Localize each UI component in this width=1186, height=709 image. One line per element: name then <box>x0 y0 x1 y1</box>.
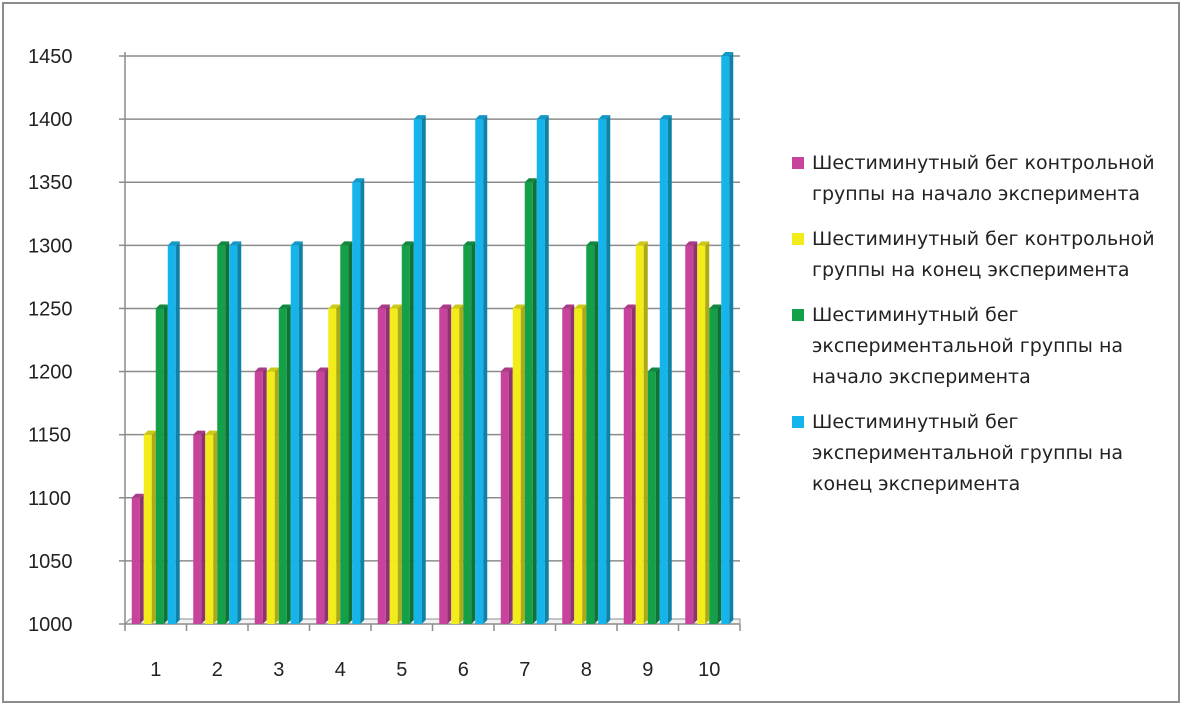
bar-series-2-category-7 <box>512 304 525 624</box>
bar-series-4-category-4 <box>352 178 365 624</box>
bar-series-4-category-1 <box>167 241 180 625</box>
bar-series-1-category-3 <box>254 367 267 624</box>
legend-item-series-1: Шестиминутный бег контрольной группы на … <box>792 148 1172 210</box>
bar-series-1-category-2 <box>193 430 206 624</box>
bar-series-3-category-6 <box>463 241 476 625</box>
x-tick-label-7: 7 <box>519 659 530 681</box>
bar-series-2-category-8 <box>574 304 587 624</box>
bar-series-2-category-5 <box>389 304 402 624</box>
y-tick-label-1100: 1100 <box>28 488 71 510</box>
bar-series-4-category-10 <box>721 52 734 624</box>
bar-series-4-category-7 <box>536 115 549 624</box>
legend-label-series-2: Шестиминутный бег контрольной группы на … <box>812 228 1155 281</box>
bar-series-2-category-9 <box>635 241 648 625</box>
y-tick-label-1450: 1450 <box>28 46 73 68</box>
bar-series-3-category-10 <box>709 304 722 624</box>
bar-series-2-category-1 <box>143 430 156 624</box>
bar-series-2-category-4 <box>328 304 341 624</box>
bar-series-4-category-8 <box>598 115 611 624</box>
bar-series-1-category-7 <box>500 367 513 624</box>
legend-swatch-series-3 <box>792 309 804 321</box>
bar-series-1-category-5 <box>377 304 390 624</box>
bar-series-1-category-1 <box>131 493 144 624</box>
bar-series-2-category-3 <box>266 367 279 624</box>
bar-series-4-category-3 <box>290 241 303 625</box>
x-tick-label-4: 4 <box>335 659 346 681</box>
bar-series-1-category-4 <box>316 367 329 624</box>
bar-series-2-category-2 <box>205 430 218 624</box>
x-tick-label-9: 9 <box>642 659 653 681</box>
bar-series-3-category-1 <box>155 304 168 624</box>
bar-series-4-category-5 <box>413 115 426 624</box>
y-tick-label-1300: 1300 <box>28 235 73 257</box>
bar-series-1-category-9 <box>623 304 636 624</box>
legend-swatch-series-4 <box>792 416 804 428</box>
x-tick-label-2: 2 <box>212 659 223 681</box>
legend-item-series-3: Шестиминутный бег экспериментальной груп… <box>792 300 1172 393</box>
y-tick-label-1400: 1400 <box>28 109 73 131</box>
legend-item-series-2: Шестиминутный бег контрольной группы на … <box>792 224 1172 286</box>
bar-series-4-category-6 <box>475 115 488 624</box>
bar-series-3-category-5 <box>401 241 414 625</box>
bar-series-3-category-9 <box>647 367 660 624</box>
legend-label-series-1: Шестиминутный бег контрольной группы на … <box>812 152 1155 205</box>
y-tick-label-1200: 1200 <box>28 362 73 384</box>
bar-chart: 1000 1050 1100 1150 1200 1250 1300 1350 1400 1450… <box>28 46 741 681</box>
x-tick-label-6: 6 <box>458 659 469 681</box>
x-tick-label-8: 8 <box>581 659 592 681</box>
bar-series-2-category-10 <box>697 241 710 625</box>
bar-series-4-category-9 <box>659 115 672 624</box>
y-tick-label-1350: 1350 <box>28 172 73 194</box>
bar-series-1-category-8 <box>562 304 575 624</box>
x-tick-label-5: 5 <box>396 659 407 681</box>
y-tick-label-1250: 1250 <box>28 298 73 320</box>
bar-series-1-category-6 <box>439 304 452 624</box>
legend-item-series-4: Шестиминутный бег экспериментальной груп… <box>792 407 1172 500</box>
x-tick-label-10: 10 <box>698 659 720 681</box>
bar-series-3-category-4 <box>340 241 353 625</box>
y-tick-label-1000: 1000 <box>28 614 73 636</box>
legend: Шестиминутный бег контрольной группы на … <box>792 148 1172 514</box>
bar-series-3-category-3 <box>278 304 291 624</box>
y-tick-label-1150: 1150 <box>28 425 71 447</box>
x-tick-label-1: 1 <box>150 659 161 681</box>
bar-series-4-category-2 <box>229 241 242 625</box>
bar-series-3-category-2 <box>217 241 230 625</box>
bar-series-2-category-6 <box>451 304 464 624</box>
legend-label-series-3: Шестиминутный бег экспериментальной груп… <box>812 304 1124 388</box>
bar-series-1-category-10 <box>685 241 698 625</box>
bar-series-3-category-8 <box>586 241 599 625</box>
legend-label-series-4: Шестиминутный бег экспериментальной груп… <box>812 411 1124 495</box>
bar-series-3-category-7 <box>524 178 537 624</box>
x-tick-label-3: 3 <box>273 659 284 681</box>
legend-swatch-series-2 <box>792 233 804 245</box>
y-tick-label-1050: 1050 <box>28 551 73 573</box>
legend-swatch-series-1 <box>792 157 804 169</box>
